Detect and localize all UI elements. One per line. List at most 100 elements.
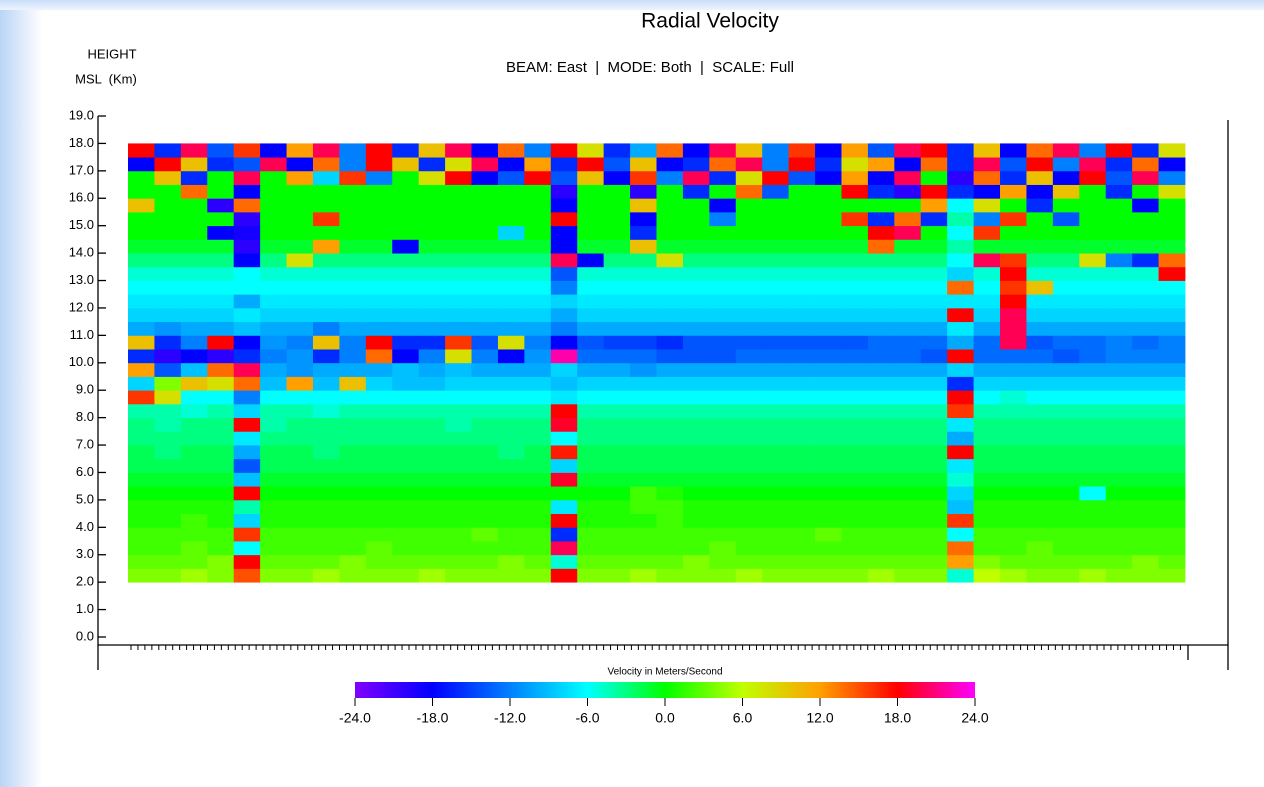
heatmap-cell — [339, 157, 367, 172]
heatmap-cell — [154, 541, 182, 556]
heatmap-cell — [682, 568, 710, 583]
heatmap-cell — [233, 499, 261, 515]
heatmap-cell — [920, 376, 948, 391]
heatmap-cell — [550, 362, 578, 377]
heatmap-cell — [445, 280, 472, 295]
heatmap-cell — [603, 499, 631, 515]
heatmap-cell — [365, 294, 393, 309]
heatmap-cell — [1079, 431, 1107, 446]
heatmap-cell — [973, 321, 1001, 336]
heatmap-cell — [867, 554, 895, 569]
heatmap-cell — [841, 211, 869, 227]
heatmap-cell — [339, 253, 367, 268]
heatmap-cell — [339, 335, 367, 350]
heatmap-cell — [1079, 157, 1107, 172]
heatmap-cell — [445, 390, 472, 405]
heatmap-cell — [973, 417, 1001, 432]
heatmap-cell — [1132, 417, 1159, 432]
heatmap-cell — [524, 554, 552, 569]
heatmap-cell — [656, 266, 684, 281]
heatmap-cell — [973, 390, 1001, 405]
y-axis-label: HEIGHT — [87, 46, 136, 61]
heatmap-cell — [180, 184, 208, 199]
heatmap-cell — [1052, 554, 1080, 569]
y-tick-label: 19.0 — [69, 107, 94, 122]
heatmap-cell — [920, 458, 948, 473]
heatmap-cell — [550, 253, 578, 268]
heatmap-cell — [815, 239, 842, 254]
colorbar-tick-label: -18.0 — [417, 710, 449, 726]
heatmap-cell — [418, 486, 446, 501]
heatmap-cell — [1026, 376, 1054, 391]
heatmap-cell — [947, 143, 974, 158]
heatmap-cell — [788, 527, 816, 542]
heatmap-cell — [762, 376, 790, 391]
heatmap-cell — [524, 458, 552, 473]
heatmap-cell — [1132, 253, 1159, 268]
heatmap-cell — [656, 239, 684, 254]
heatmap-cell — [788, 157, 816, 172]
heatmap-cell — [471, 554, 499, 569]
heatmap-cell — [1026, 225, 1054, 240]
heatmap-cell — [180, 211, 208, 227]
heatmap-cell — [550, 157, 578, 172]
heatmap-cell — [207, 239, 235, 254]
heatmap-cell — [788, 486, 816, 501]
heatmap-cell — [762, 294, 790, 309]
heatmap-cell — [445, 266, 472, 281]
heatmap-cell — [233, 321, 261, 336]
heatmap-cell — [894, 458, 922, 473]
heatmap-cell — [867, 225, 895, 240]
heatmap-cell — [260, 417, 287, 432]
heatmap-cell — [1079, 225, 1107, 240]
heatmap-cell — [788, 417, 816, 432]
heatmap-cell — [365, 170, 393, 185]
heatmap-cell — [418, 513, 446, 528]
heatmap-cell — [1026, 390, 1054, 405]
heatmap-cell — [841, 321, 869, 336]
heatmap-cell — [762, 499, 790, 515]
heatmap-cell — [682, 266, 710, 281]
heatmap-cell — [471, 239, 499, 254]
heatmap-cell — [339, 541, 367, 556]
heatmap-cell — [524, 362, 552, 377]
heatmap-cell — [445, 184, 472, 199]
heatmap — [128, 143, 1186, 583]
heatmap-cell — [577, 527, 605, 542]
heatmap-cell — [1079, 143, 1107, 158]
heatmap-cell — [920, 472, 948, 487]
heatmap-cell — [894, 157, 922, 172]
heatmap-cell — [815, 486, 842, 501]
heatmap-cell — [841, 431, 869, 446]
heatmap-cell — [1079, 321, 1107, 336]
heatmap-cell — [312, 376, 340, 391]
heatmap-cell — [762, 513, 790, 528]
heatmap-cell — [630, 541, 657, 556]
heatmap-cell — [947, 349, 974, 364]
heatmap-cell — [682, 239, 710, 254]
heatmap-cell — [550, 403, 578, 419]
heatmap-cell — [788, 294, 816, 309]
heatmap-cell — [682, 198, 710, 213]
heatmap-cell — [1000, 458, 1027, 473]
heatmap-cell — [1026, 198, 1054, 213]
heatmap-cell — [894, 184, 922, 199]
heatmap-cell — [286, 486, 314, 501]
heatmap-cell — [1000, 417, 1027, 432]
heatmap-cell — [418, 499, 446, 515]
heatmap-cell — [445, 376, 472, 391]
heatmap-cell — [260, 253, 287, 268]
heatmap-cell — [973, 513, 1001, 528]
heatmap-cell — [1026, 541, 1054, 556]
heatmap-cell — [312, 211, 340, 227]
heatmap-cell — [497, 349, 525, 364]
heatmap-cell — [524, 143, 552, 158]
heatmap-cell — [180, 568, 208, 583]
heatmap-cell — [260, 225, 287, 240]
heatmap-cell — [947, 390, 974, 405]
heatmap-cell — [497, 458, 525, 473]
heatmap-cell — [1000, 513, 1027, 528]
heatmap-cell — [682, 294, 710, 309]
heatmap-cell — [286, 335, 314, 350]
heatmap-cell — [603, 349, 631, 364]
